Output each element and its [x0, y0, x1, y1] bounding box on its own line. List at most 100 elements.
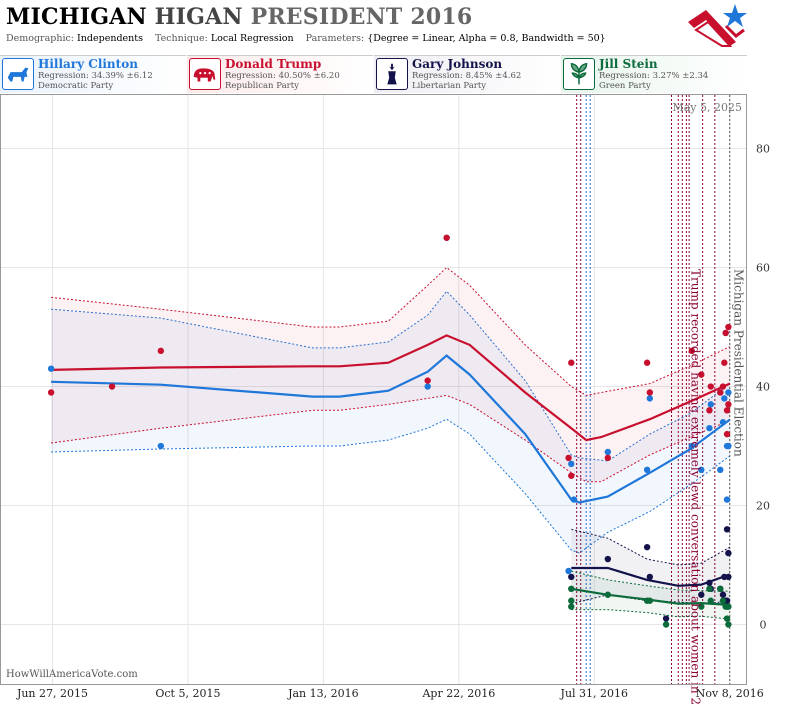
hillary-clinton-poll-point — [707, 401, 714, 408]
parameters-label: Parameters: — [305, 33, 365, 44]
legend-trump: Donald Trump Regression: 40.50% ±6.20 Re… — [187, 55, 373, 93]
donald-trump-poll-point — [721, 359, 728, 366]
candidate-party: Green Party — [599, 81, 651, 91]
donald-trump-poll-point — [698, 371, 705, 378]
hillary-clinton-poll-point — [646, 395, 654, 402]
gary-johnson-poll-point — [568, 573, 575, 581]
candidate-party: Democratic Party — [38, 81, 114, 91]
donald-trump-poll-point — [108, 383, 116, 390]
hillary-clinton-poll-point — [424, 383, 431, 390]
legend-johnson: Gary Johnson Regression: 8.45% ±4.62 Lib… — [374, 55, 560, 93]
title-state: MICHIGAN — [6, 4, 147, 30]
jill-stein-poll-point — [719, 597, 727, 604]
legend-clinton: Hillary Clinton Regression: 34.39% ±6.12… — [0, 55, 186, 93]
annotation-label: Michigan Presidential Election — [732, 269, 746, 457]
candidate-regression: Regression: 34.39% ±6.12 — [38, 71, 153, 81]
chart-header: MICHIGAN HIGAN PRESIDENT 2016 Demographi… — [0, 0, 789, 94]
jill-stein-poll-point — [568, 585, 575, 593]
jill-stein-poll-point — [725, 621, 732, 628]
candidate-regression: Regression: 3.27% ±2.34 — [599, 71, 709, 81]
donald-trump-poll-point — [717, 389, 724, 396]
donald-trump-poll-point — [443, 234, 450, 241]
jill-stein-trend-line — [571, 587, 730, 606]
hillary-clinton-poll-point — [717, 466, 724, 474]
jill-stein-poll-point — [568, 603, 575, 610]
donald-trump-poll-point — [424, 377, 431, 384]
title-race: PRESIDENT 2016 — [250, 4, 473, 30]
donald-trump-poll-point — [568, 472, 575, 479]
hillary-clinton-poll-point — [719, 419, 727, 426]
candidate-name: Hillary Clinton — [38, 57, 138, 71]
hillary-clinton-upper-bound — [51, 290, 731, 462]
gary-johnson-poll-point — [725, 549, 732, 557]
gary-johnson-poll-point — [698, 591, 705, 598]
gary-johnson-poll-point — [604, 555, 612, 563]
candidate-name: Donald Trump — [225, 57, 322, 71]
jill-stein-poll-point — [662, 621, 670, 628]
donald-trump-poll-point — [565, 454, 572, 462]
hillary-clinton-band — [51, 291, 730, 554]
poll-points — [47, 234, 732, 628]
hillary-clinton-poll-point — [157, 442, 165, 450]
candidate-party: Libertarian Party — [412, 81, 487, 91]
x-tick-label: Jan 13, 2016 — [287, 687, 359, 700]
leaf-icon — [563, 58, 595, 90]
technique-label: Technique: — [155, 33, 208, 44]
hillary-clinton-lower-bound — [51, 418, 730, 554]
jill-stein-band — [571, 571, 730, 620]
donald-trump-poll-point — [157, 347, 165, 355]
jill-stein-poll-point — [717, 585, 724, 593]
jill-stein-upper-bound — [571, 570, 730, 592]
donald-trump-band — [51, 267, 730, 482]
date-label: May 5, 2025 — [672, 101, 742, 114]
chart-title: MICHIGAN HIGAN PRESIDENT 2016 — [6, 4, 472, 30]
y-tick-label: 40 — [756, 381, 770, 394]
demographic-label: Demographic: — [6, 33, 75, 44]
gary-johnson-poll-point — [662, 615, 670, 622]
y-tick-label: 20 — [756, 500, 770, 513]
donald-trump-poll-point — [723, 430, 731, 438]
confidence-bands — [51, 266, 731, 620]
donald-trump-poll-point — [604, 454, 612, 462]
jill-stein-poll-point — [568, 597, 575, 604]
gary-johnson-poll-point — [643, 543, 651, 551]
hillary-clinton-poll-point — [643, 466, 651, 474]
jill-stein-poll-point — [646, 597, 654, 604]
parameters-line: Demographic: Independents Technique: Loc… — [6, 33, 615, 44]
donald-trump-poll-point — [722, 329, 729, 337]
annotations: Trump recorded having extremely lewd con… — [688, 269, 745, 704]
site-logo-icon — [688, 4, 747, 47]
jill-stein-poll-point — [698, 603, 705, 610]
y-tick-label: 0 — [760, 619, 767, 632]
donald-trump-poll-point — [688, 347, 696, 355]
hillary-clinton-poll-point — [565, 567, 572, 575]
trend-lines — [51, 334, 731, 606]
parameters-value: {Degree = Linear, Alpha = 0.8, Bandwidth… — [367, 33, 606, 44]
annotation-label: Trump recorded having extremely lewd con… — [688, 269, 702, 704]
candidate-party: Republican Party — [225, 81, 299, 91]
donald-trump-poll-point — [707, 383, 714, 390]
donald-trump-trend-line — [51, 334, 731, 442]
x-tick-label: Jul 31, 2016 — [560, 687, 629, 700]
candidate-name: Jill Stein — [599, 57, 658, 71]
gary-johnson-poll-point — [719, 591, 727, 598]
hillary-clinton-poll-point — [725, 442, 732, 450]
legend-stein: Jill Stein Regression: 3.27% ±2.34 Green… — [561, 55, 747, 93]
donald-trump-poll-point — [568, 359, 575, 366]
hillary-clinton-poll-point — [723, 496, 731, 503]
gridlines — [1, 95, 746, 684]
donkey-icon — [2, 58, 34, 90]
hillary-clinton-trend-line — [51, 354, 731, 504]
hillary-clinton-poll-point — [688, 442, 696, 450]
elephant-icon — [189, 58, 221, 90]
jill-stein-poll-point — [725, 603, 732, 610]
watermark: HowWillAmericaVote.com — [6, 669, 138, 680]
technique-value: Local Regression — [210, 33, 294, 44]
gary-johnson-poll-point — [725, 573, 732, 581]
jill-stein-poll-point — [604, 591, 612, 598]
statue-of-liberty-icon — [376, 58, 408, 90]
donald-trump-upper-bound — [51, 266, 730, 396]
hillary-clinton-poll-point — [604, 448, 612, 456]
donald-trump-poll-point — [725, 323, 732, 331]
title-fragment: HIGAN — [154, 4, 243, 30]
